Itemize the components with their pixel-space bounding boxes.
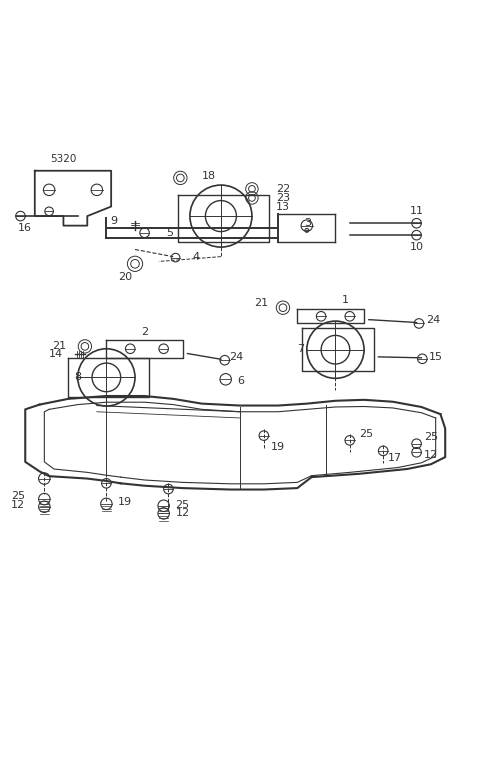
Text: 17: 17 <box>388 453 402 463</box>
Text: 23: 23 <box>276 193 290 203</box>
Text: 21: 21 <box>52 342 66 352</box>
Text: 21: 21 <box>254 298 269 308</box>
Text: 19: 19 <box>118 497 132 507</box>
Text: 4: 4 <box>192 251 199 261</box>
Text: 3: 3 <box>304 218 312 228</box>
Text: 9: 9 <box>110 216 117 226</box>
Text: 24: 24 <box>229 352 244 362</box>
Text: 18: 18 <box>202 170 216 180</box>
Text: 24: 24 <box>426 315 440 325</box>
Text: 20: 20 <box>119 272 132 282</box>
Text: 6: 6 <box>238 375 245 386</box>
Text: 12: 12 <box>176 508 190 518</box>
Text: 25: 25 <box>424 432 438 442</box>
Text: 25: 25 <box>11 491 25 501</box>
Text: 12: 12 <box>424 449 438 460</box>
Text: 15: 15 <box>429 352 443 362</box>
Text: 5: 5 <box>166 227 173 237</box>
Text: 16: 16 <box>18 224 32 234</box>
Text: 7: 7 <box>297 344 304 354</box>
Text: 8: 8 <box>74 372 82 382</box>
Text: 1: 1 <box>341 295 348 305</box>
Text: 2: 2 <box>141 327 148 337</box>
Text: 25: 25 <box>360 429 373 439</box>
Text: 11: 11 <box>409 206 423 216</box>
Text: 14: 14 <box>49 349 63 359</box>
Text: 12: 12 <box>11 500 25 510</box>
Text: 5320: 5320 <box>50 153 77 163</box>
Text: 10: 10 <box>409 242 423 252</box>
Text: 25: 25 <box>176 500 190 510</box>
Text: 13: 13 <box>276 201 290 211</box>
Text: 22: 22 <box>276 184 290 194</box>
Text: 19: 19 <box>271 442 285 452</box>
